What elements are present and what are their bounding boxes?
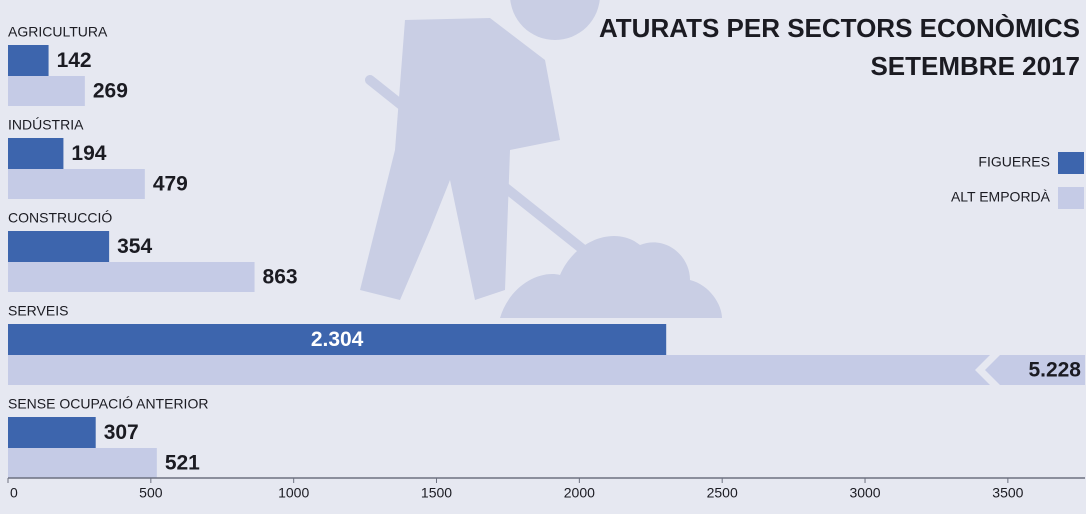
legend-label: FIGUERES	[978, 154, 1050, 170]
legend-swatch	[1058, 152, 1084, 174]
value-label: 307	[104, 421, 139, 444]
category-label: SENSE OCUPACIÓ ANTERIOR	[8, 396, 208, 412]
value-label: 479	[153, 173, 188, 196]
x-tick-label: 2000	[564, 485, 595, 501]
x-tick-label: 3500	[992, 485, 1023, 501]
legend-label: ALT EMPORDÀ	[951, 189, 1051, 205]
category-label: INDÚSTRIA	[8, 117, 84, 133]
chart-title: ATURATS PER SECTORS ECONÒMICS	[599, 13, 1080, 43]
x-tick-label: 1000	[278, 485, 309, 501]
category-label: CONSTRUCCIÓ	[8, 210, 112, 226]
bar	[8, 169, 145, 199]
value-label: 5.228	[1028, 359, 1081, 382]
category-label: SERVEIS	[8, 303, 68, 319]
bar	[8, 448, 157, 478]
chart-subtitle: SETEMBRE 2017	[870, 51, 1080, 81]
legend-swatch	[1058, 187, 1084, 209]
x-tick-label: 2500	[707, 485, 738, 501]
value-label: 269	[93, 80, 128, 103]
value-label: 142	[57, 49, 92, 72]
value-label: 521	[165, 452, 200, 475]
bar	[8, 231, 109, 262]
bar	[8, 45, 49, 76]
x-tick-label: 0	[10, 485, 18, 501]
x-tick-label: 500	[139, 485, 163, 501]
x-tick-label: 3000	[849, 485, 880, 501]
value-label: 2.304	[311, 328, 364, 351]
bar	[8, 262, 255, 292]
bar	[8, 417, 96, 448]
x-tick-label: 1500	[421, 485, 452, 501]
value-label: 863	[263, 266, 298, 289]
category-label: AGRICULTURA	[8, 24, 108, 40]
bar	[8, 76, 85, 106]
value-label: 354	[117, 235, 152, 258]
value-label: 194	[71, 142, 106, 165]
bar	[8, 138, 63, 169]
bar	[8, 355, 1085, 385]
chart: ATURATS PER SECTORS ECONÒMICS SETEMBRE 2…	[0, 0, 1086, 514]
